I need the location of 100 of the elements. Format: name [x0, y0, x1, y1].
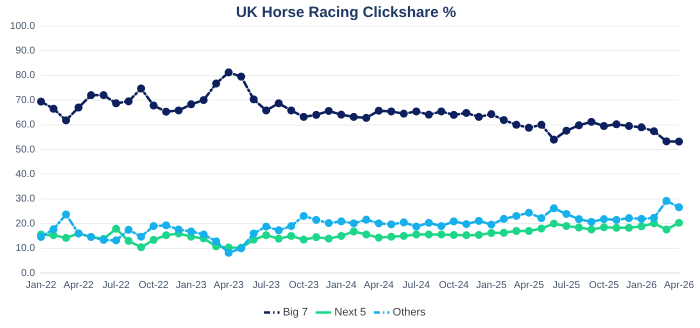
- point: [512, 120, 520, 129]
- point: [500, 228, 508, 237]
- point: [162, 221, 170, 230]
- x-tick-label: Apr-22: [64, 280, 94, 291]
- point: [637, 214, 646, 223]
- point: [387, 107, 396, 116]
- x-tick-label: Jul-23: [252, 280, 280, 291]
- point: [200, 96, 208, 104]
- point: [587, 218, 596, 226]
- point: [274, 234, 283, 243]
- legend-label: Big 7: [282, 306, 308, 319]
- point: [262, 231, 270, 240]
- point: [400, 218, 408, 226]
- point: [124, 226, 133, 234]
- point: [274, 99, 283, 108]
- point: [312, 233, 320, 242]
- point: [287, 222, 296, 230]
- point: [187, 100, 196, 108]
- point: [374, 219, 383, 228]
- point: [650, 214, 658, 222]
- point: [424, 218, 433, 227]
- point: [674, 138, 683, 146]
- y-tick-label: 80.0: [16, 70, 36, 82]
- point: [224, 68, 233, 76]
- point: [350, 112, 358, 121]
- point: [462, 108, 470, 117]
- point: [300, 112, 308, 121]
- x-tick-label: Jul-25: [552, 280, 580, 291]
- point: [350, 219, 358, 228]
- point: [374, 106, 383, 115]
- point: [624, 224, 633, 232]
- point: [674, 203, 683, 212]
- point: [512, 227, 520, 236]
- point: [237, 72, 246, 81]
- point: [412, 222, 420, 231]
- point: [150, 222, 158, 230]
- x-tick-label: Oct-24: [438, 280, 470, 291]
- point: [124, 97, 133, 106]
- chart-title: UK Horse Racing Clickshare %: [236, 4, 456, 22]
- point: [450, 110, 458, 119]
- point: [50, 225, 58, 234]
- point: [437, 107, 446, 116]
- point: [512, 212, 520, 220]
- point: [287, 106, 296, 114]
- x-tick-label: Jan-25: [476, 280, 508, 291]
- y-tick-label: 90.0: [16, 45, 36, 56]
- point: [562, 126, 570, 135]
- x-tick-label: Apr-25: [514, 280, 544, 291]
- legend-label: Next 5: [334, 306, 366, 319]
- x-tick-label: Oct-22: [138, 280, 170, 291]
- point: [300, 212, 308, 220]
- point: [600, 122, 608, 130]
- x-tick-label: Jul-24: [402, 280, 430, 291]
- point: [637, 123, 646, 132]
- point: [424, 230, 433, 238]
- point: [112, 99, 120, 108]
- point: [524, 124, 533, 132]
- point: [312, 216, 320, 224]
- y-tick-label: 40.0: [16, 168, 36, 180]
- x-tick-label: Oct-25: [588, 280, 620, 291]
- y-tick-label: 50.0: [16, 144, 36, 156]
- x-tick-label: Apr-23: [214, 280, 244, 291]
- point: [174, 226, 183, 234]
- x-tick-label: Jul-22: [102, 280, 130, 291]
- x-tick-label: Jan-22: [26, 280, 57, 291]
- point: [587, 226, 596, 234]
- point: [500, 116, 508, 124]
- y-tick-label: 70.0: [16, 94, 36, 106]
- point: [600, 223, 608, 232]
- point: [62, 210, 70, 218]
- point: [100, 91, 108, 100]
- y-tick-label: 0.0: [21, 268, 36, 279]
- point: [537, 224, 546, 233]
- point: [212, 80, 220, 88]
- point: [324, 234, 333, 243]
- point: [87, 91, 96, 100]
- point: [337, 232, 346, 240]
- point: [112, 236, 120, 244]
- x-tick-label: Apr-24: [364, 280, 394, 291]
- point: [350, 228, 358, 236]
- point: [137, 84, 146, 92]
- point: [62, 116, 70, 124]
- point: [487, 228, 496, 237]
- point: [524, 227, 533, 236]
- point: [37, 232, 46, 241]
- x-tick-label: Jan-26: [626, 280, 658, 291]
- point: [537, 214, 546, 222]
- point: [474, 216, 483, 225]
- point: [524, 208, 533, 217]
- point: [174, 106, 183, 114]
- point: [412, 107, 420, 116]
- point: [400, 110, 408, 118]
- point: [37, 98, 46, 106]
- point: [650, 127, 658, 136]
- y-tick-label: 20.0: [16, 218, 36, 230]
- point: [62, 234, 70, 242]
- point: [50, 104, 58, 113]
- point: [74, 104, 83, 112]
- point: [562, 210, 570, 218]
- point: [250, 95, 258, 104]
